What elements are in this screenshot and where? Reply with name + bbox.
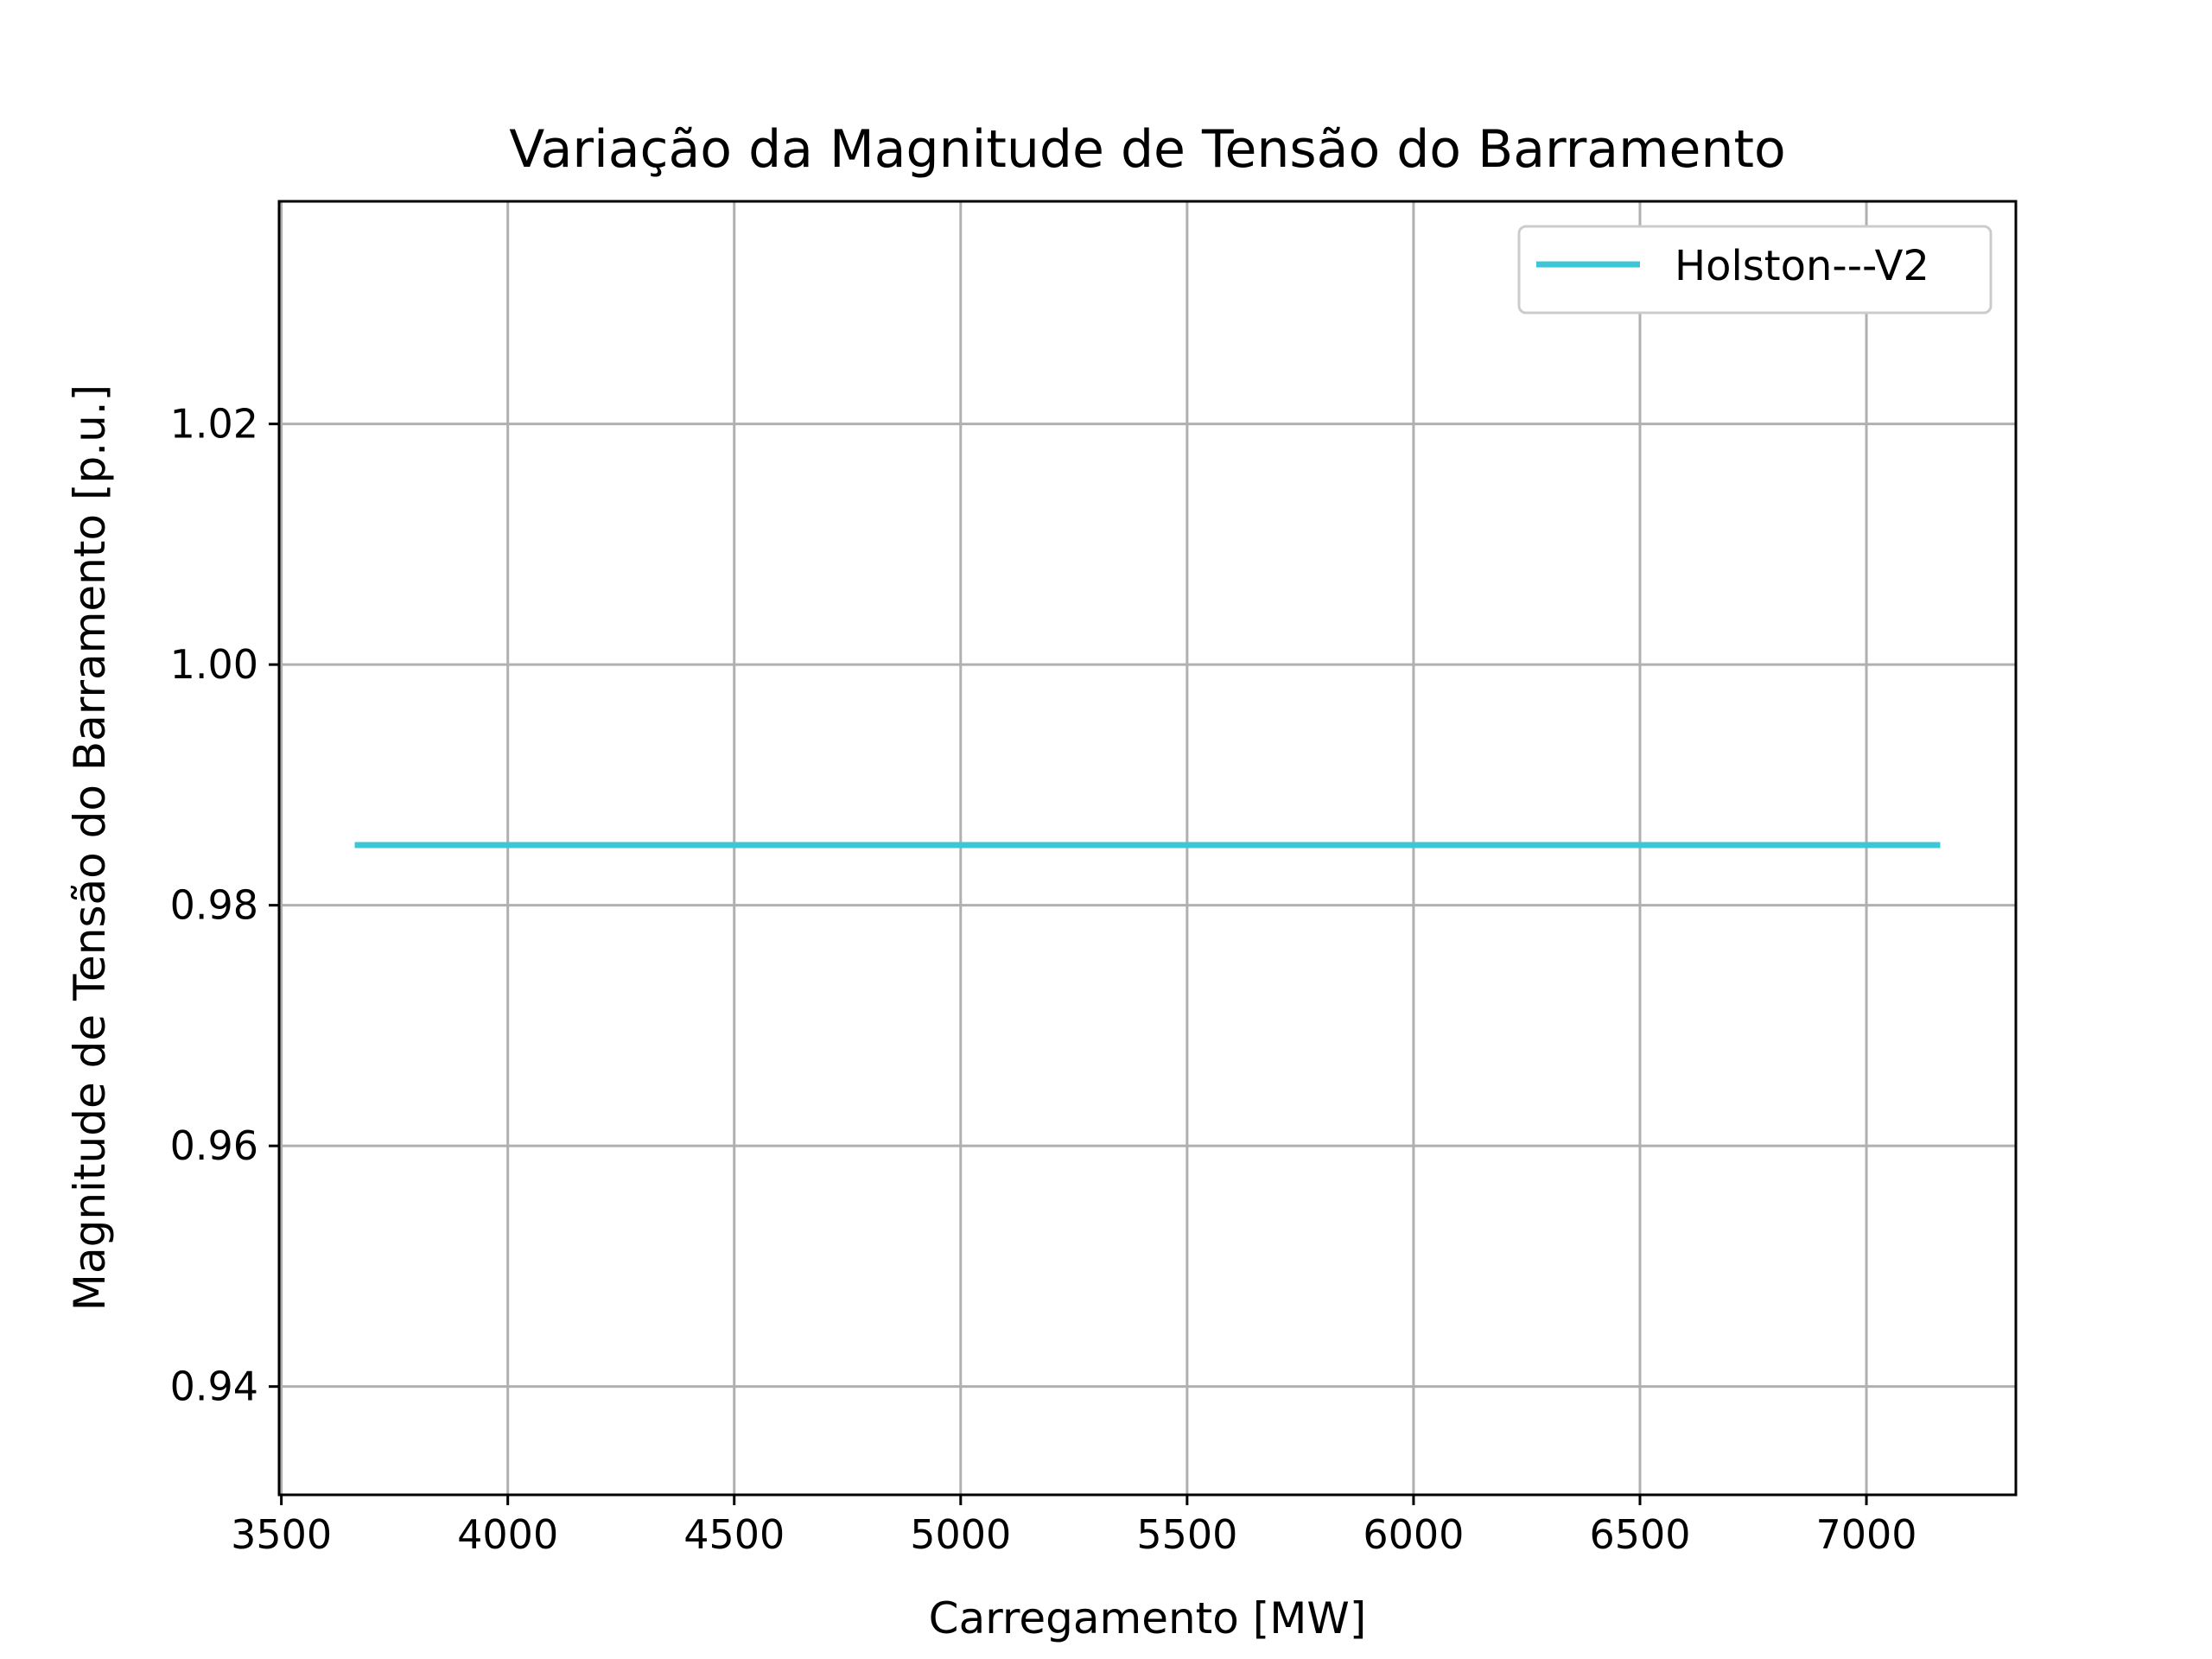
plot-frame [277,200,2018,1497]
legend-box [1517,225,1993,315]
x-tick-label: 4500 [683,1511,785,1558]
x-tick-label: 6500 [1589,1511,1690,1558]
y-axis-label: Magnitude de Tensão do Barramento [p.u.] [65,385,115,1311]
y-tick-label: 0.94 [170,1363,258,1410]
x-tick-label: 6000 [1363,1511,1464,1558]
legend-label: Holston---V2 [1675,242,1929,290]
legend: Holston---V2 [1517,225,1993,315]
y-tick-label: 0.96 [170,1122,258,1169]
y-tick-label: 1.00 [170,641,258,688]
ticks: 3500 4000 4500 5000 5500 6000 6500 7000 0.94 0.96… [170,401,1917,1558]
y-tick-label: 1.02 [170,401,258,448]
y-tick-label: 0.98 [170,882,258,929]
x-tick-label: 3500 [231,1511,332,1558]
x-tick-label: 4000 [457,1511,558,1558]
x-tick-label: 7000 [1816,1511,1917,1558]
chart-title: Variação da Magnitude de Tensão do Barra… [509,119,1785,180]
x-tick-label: 5000 [910,1511,1011,1558]
x-tick-label: 5500 [1136,1511,1237,1558]
x-axis-label: Carregamento [MW] [929,1593,1367,1643]
